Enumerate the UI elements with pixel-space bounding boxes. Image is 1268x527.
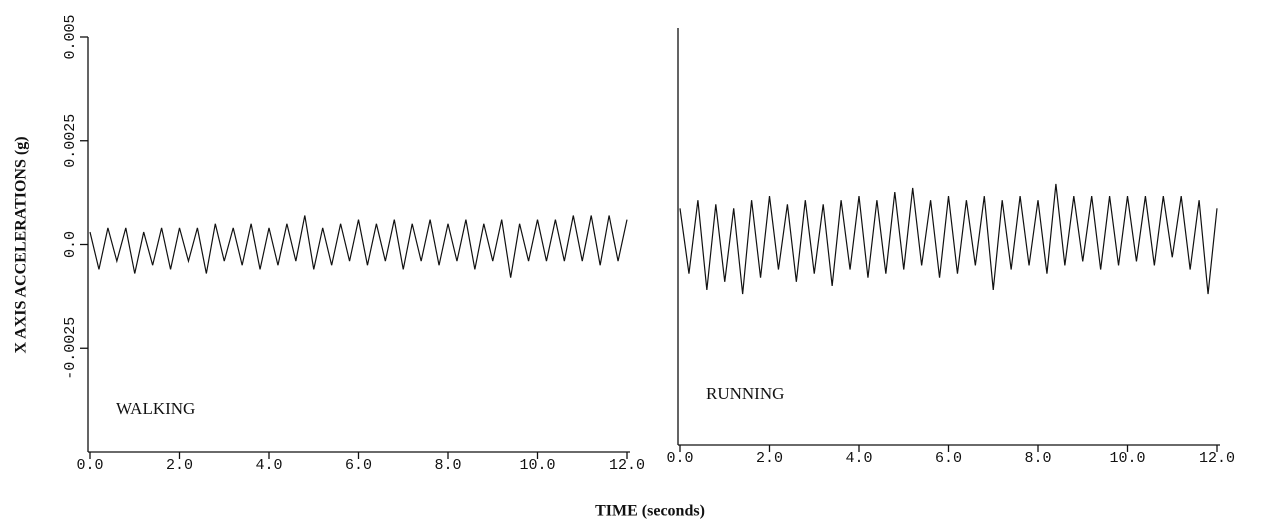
x-tick-label: 2.0 [756,450,783,467]
y-tick-label: 0.0 [62,231,79,258]
x-tick-label: 0.0 [666,450,693,467]
y-tick-label: 0.0025 [62,114,79,168]
data-line [89,215,628,278]
panel-label: RUNNING [706,384,784,403]
x-tick-label: 6.0 [345,457,372,474]
x-tick-label: 8.0 [434,457,461,474]
y-tick-label: 0.005 [62,14,79,59]
x-tick-label: 10.0 [1109,450,1145,467]
y-axis-title: X AXIS ACCELERATIONS (g) [13,136,30,353]
x-tick-label: 12.0 [1199,450,1235,467]
x-tick-label: 4.0 [255,457,282,474]
x-tick-label: 8.0 [1024,450,1051,467]
x-tick-label: 6.0 [935,450,962,467]
y-tick-label: -0.0025 [62,317,79,380]
x-tick-label: 2.0 [166,457,193,474]
x-tick-label: 0.0 [76,457,103,474]
data-line [679,183,1218,295]
x-axis-title: TIME (seconds) [595,503,705,520]
x-tick-label: 4.0 [845,450,872,467]
x-tick-label: 10.0 [519,457,555,474]
x-tick-label: 12.0 [609,457,645,474]
panel-label: WALKING [116,399,195,418]
